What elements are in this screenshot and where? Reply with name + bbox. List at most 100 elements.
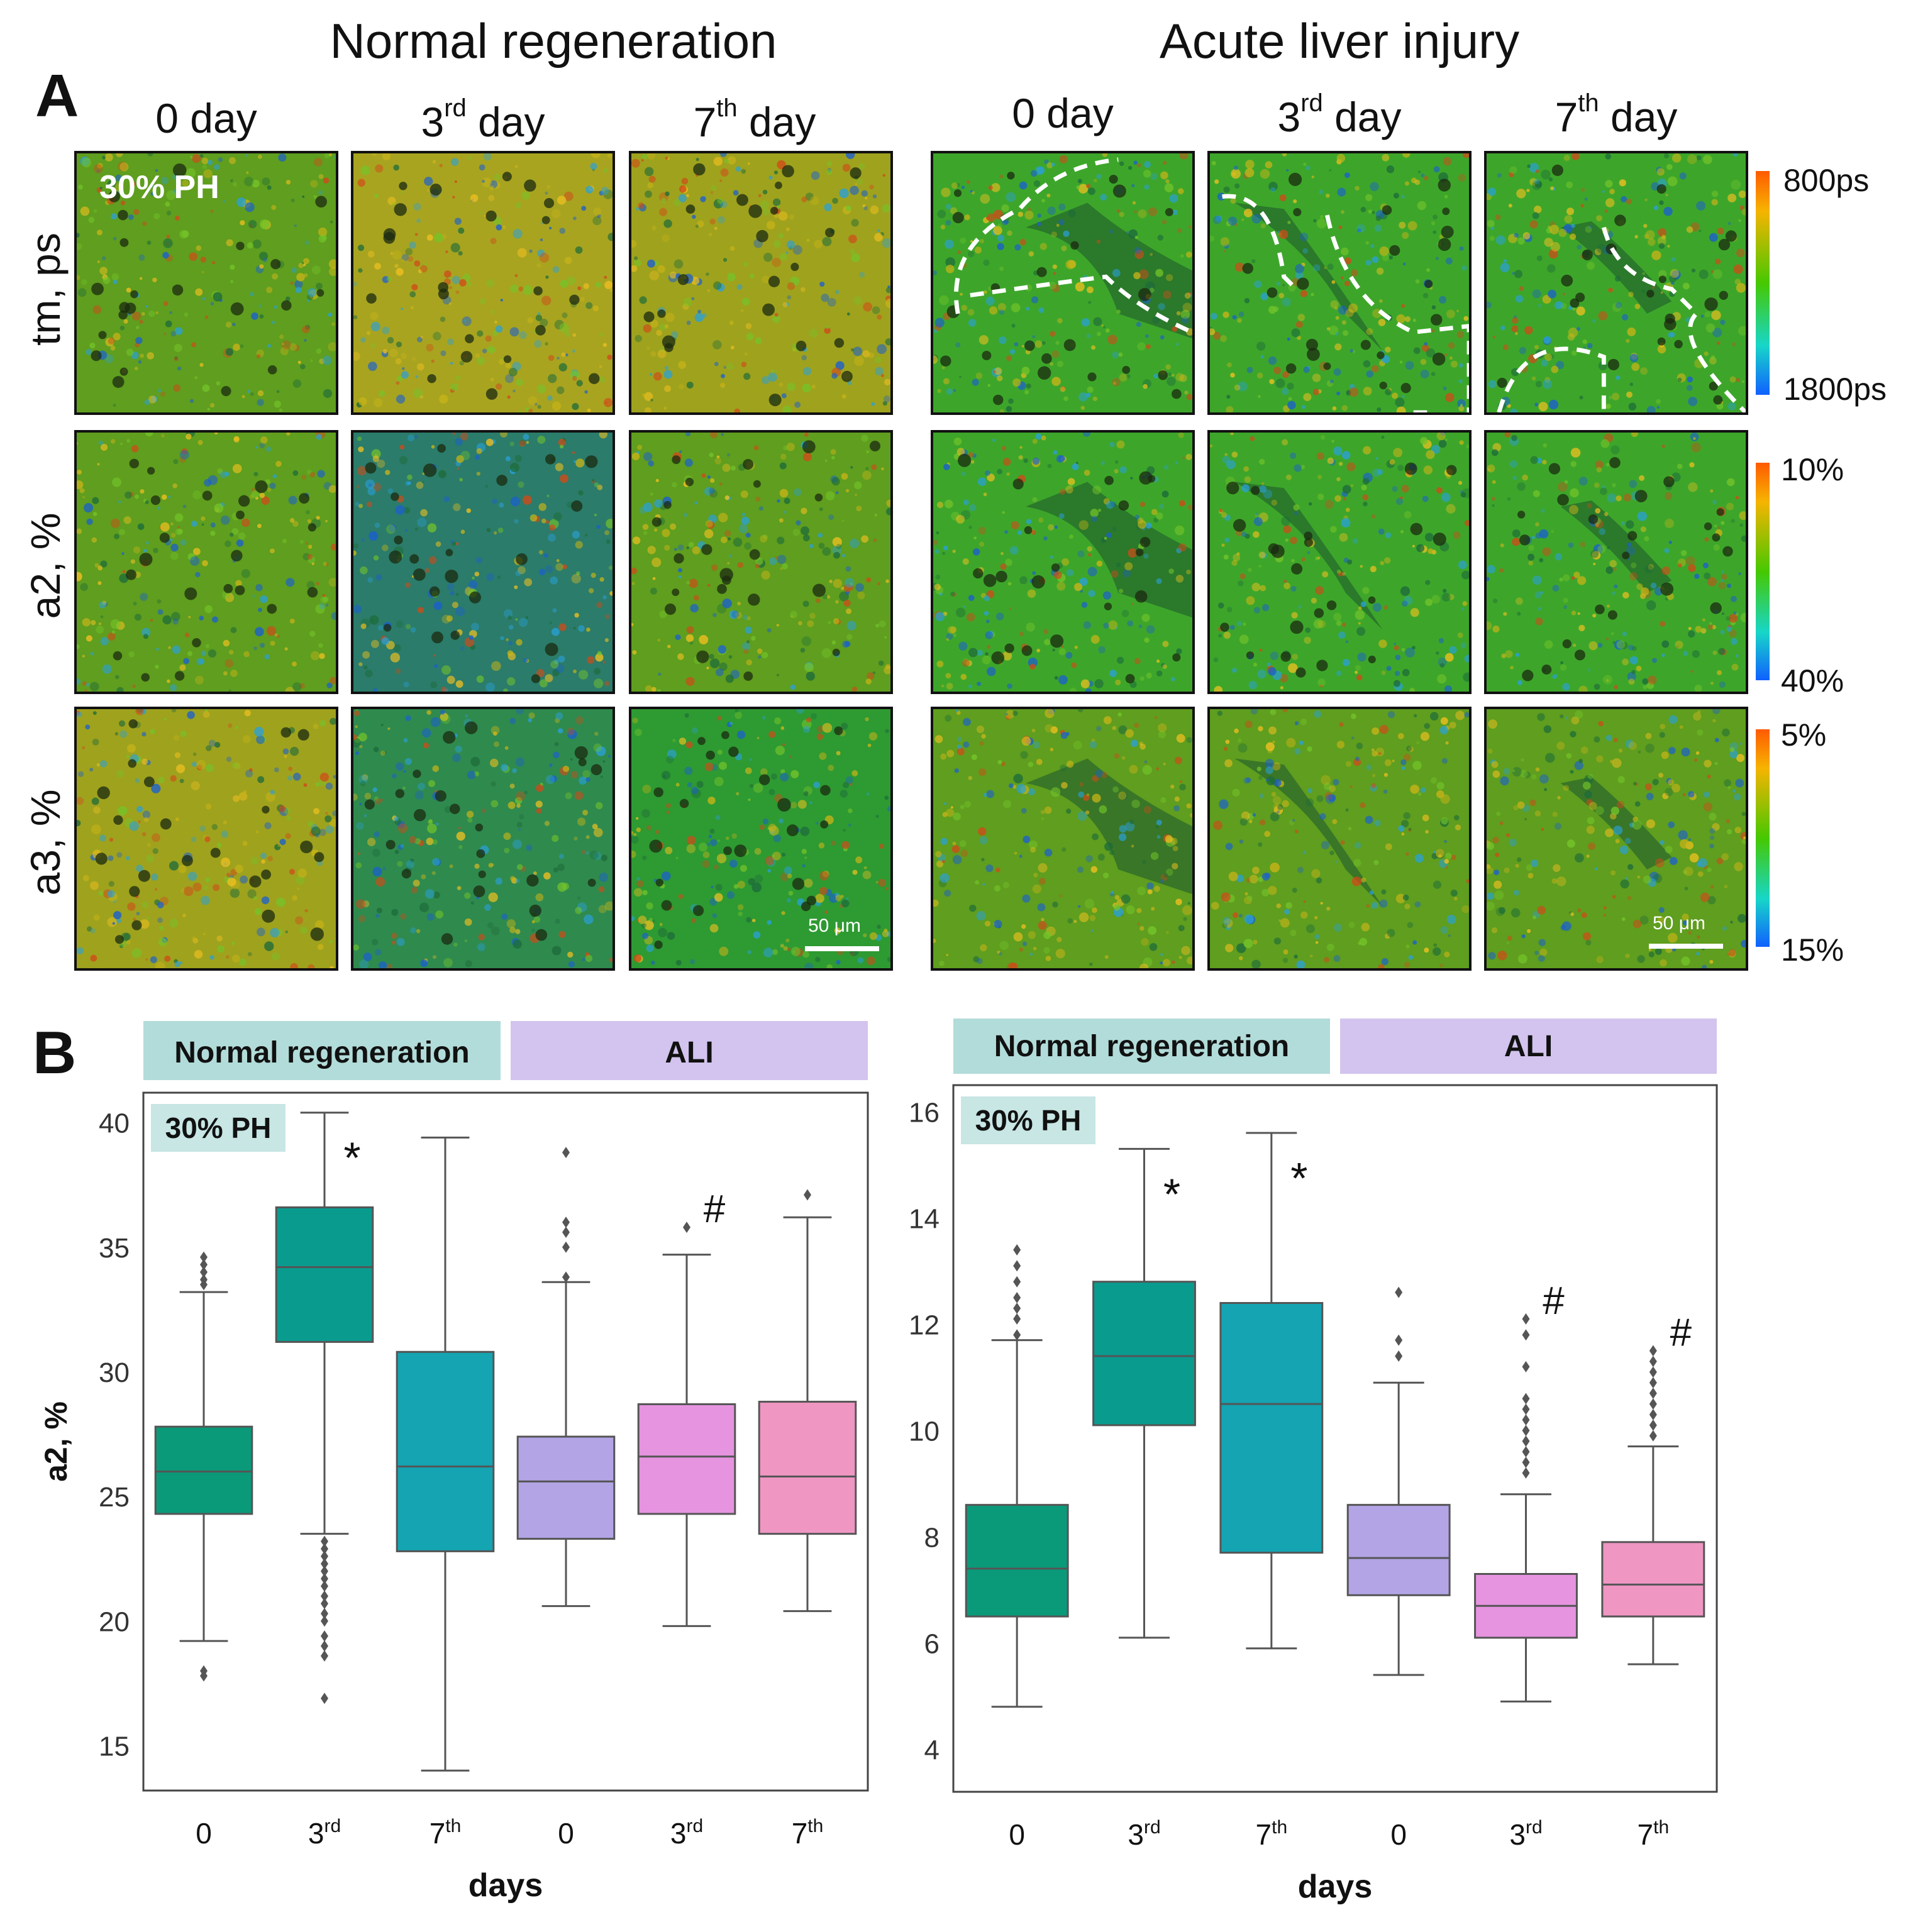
a3-badge: 30% PH <box>975 1104 1082 1137</box>
a3-ytick-10: 10 <box>909 1416 940 1447</box>
microscopy-tile-r2-c5 <box>1484 707 1748 971</box>
day-text: 0 day <box>1012 90 1114 136</box>
a2-xtick-base-2: 7 <box>430 1817 446 1850</box>
colorbar-tm-bottom: 1800ps <box>1783 372 1887 407</box>
a3-annotation-1: * <box>1163 1169 1180 1218</box>
a2-xtick-2: 7th <box>430 1816 462 1850</box>
a3-box-3 <box>1346 1504 1451 1596</box>
scale-bar-normal <box>805 946 879 951</box>
a2-xtick-sup-5: th <box>807 1816 823 1836</box>
a2-flier-1-7 <box>321 1590 328 1602</box>
a2-flier-1-13 <box>321 1543 328 1555</box>
a2-xtick-sup-1: rd <box>324 1816 341 1836</box>
a3-flier-5-5 <box>1649 1377 1657 1389</box>
a2-box-1 <box>275 1206 374 1343</box>
a2-box-4 <box>637 1403 736 1515</box>
microscopy-tile-r1-c4 <box>1207 430 1472 694</box>
a2-flier-0-1 <box>200 1670 208 1682</box>
a3-xtick-sup-5: th <box>1653 1817 1669 1838</box>
microscopy-tile-r2-c4 <box>1207 707 1472 971</box>
a3-flier-4-7 <box>1522 1393 1530 1405</box>
a2-flier-1-11 <box>321 1558 328 1570</box>
a3-xtick-sup-1: rd <box>1144 1817 1161 1838</box>
day-rest: day <box>737 99 816 145</box>
a2-flier-1-0 <box>321 1692 328 1704</box>
a3-header-ali-bg <box>1340 1018 1717 1074</box>
a3-badge-bg <box>961 1096 1095 1144</box>
a3-xtick-base-3: 0 <box>1390 1818 1407 1851</box>
a3-flier-0-2 <box>1013 1302 1021 1314</box>
a2-flier-5-0 <box>804 1189 811 1201</box>
a2-flier-3-4 <box>562 1147 570 1159</box>
day-label-normal-0: 0 day <box>99 94 313 142</box>
a3-header-ali: ALI <box>1504 1030 1553 1063</box>
a3-flier-5-8 <box>1649 1345 1657 1357</box>
a2-annotation-1: * <box>343 1134 360 1183</box>
a3-ytick-14: 14 <box>909 1203 940 1234</box>
row-label-a3: a3, % <box>22 789 69 896</box>
a3-flier-0-3 <box>1013 1292 1021 1304</box>
a3-annotation-5: # <box>1670 1311 1692 1355</box>
acute-liver-injury-title: Acute liver injury <box>1159 13 1520 69</box>
a3-flier-4-6 <box>1522 1403 1530 1415</box>
day-num: 3 <box>1277 94 1301 140</box>
panel-a-letter: A <box>35 62 79 130</box>
a2-ytick-35: 35 <box>99 1233 130 1264</box>
a3-flier-5-6 <box>1649 1366 1657 1378</box>
a2-plot-frame <box>142 1091 869 1792</box>
microscopy-tile-r0-c1 <box>351 151 615 415</box>
a2-flier-1-3 <box>321 1630 328 1642</box>
a3-annotation-2: * <box>1290 1154 1307 1203</box>
a3-ytick-4: 4 <box>924 1735 940 1765</box>
a3-annotation-4: # <box>1543 1279 1565 1323</box>
a3-flier-5-0 <box>1649 1430 1657 1442</box>
a3-ytick-8: 8 <box>924 1522 940 1553</box>
a2-flier-1-12 <box>321 1550 328 1562</box>
a2-flier-1-1 <box>321 1650 328 1662</box>
a3-ytick-6: 6 <box>924 1628 940 1659</box>
scale-bar-label-ali: 50 μm <box>1653 913 1705 934</box>
a3-flier-5-2 <box>1649 1408 1657 1420</box>
microscopy-tile-r0-c5 <box>1484 151 1748 415</box>
a2-xtick-5: 7th <box>792 1816 824 1850</box>
a2-header-normal-bg <box>143 1021 501 1080</box>
a2-xtick-3: 0 <box>558 1817 574 1850</box>
a2-xtick-0: 0 <box>196 1817 212 1850</box>
a3-xtick-sup-2: th <box>1272 1817 1287 1838</box>
a3-ytick-12: 12 <box>909 1310 940 1340</box>
normal-regeneration-title: Normal regeneration <box>330 13 777 69</box>
a2-flier-3-3 <box>562 1217 570 1228</box>
a2-box-5 <box>758 1401 857 1535</box>
a2-header-normal: Normal regeneration <box>174 1036 469 1069</box>
a2-flier-1-14 <box>321 1535 328 1547</box>
a3-flier-0-4 <box>1013 1276 1021 1288</box>
a3-header-normal-bg <box>953 1018 1330 1074</box>
microscopy-tile-r1-c3 <box>931 430 1195 694</box>
a3-flier-0-1 <box>1013 1313 1021 1325</box>
a2-xtick-base-4: 3 <box>670 1817 687 1850</box>
microscopy-tile-r0-c0 <box>74 151 338 415</box>
a2-xtick-base-1: 3 <box>308 1817 324 1850</box>
a2-flier-1-10 <box>321 1565 328 1577</box>
microscopy-tile-r0-c2 <box>629 151 893 415</box>
a2-flier-0-4 <box>200 1266 208 1278</box>
a2-ytick-25: 25 <box>99 1482 130 1513</box>
a3-flier-0-5 <box>1013 1260 1021 1272</box>
a3-flier-0-0 <box>1013 1329 1021 1341</box>
a3-flier-5-7 <box>1649 1355 1657 1367</box>
panel-b-letter: B <box>33 1019 77 1086</box>
a2-flier-4-0 <box>683 1222 690 1234</box>
a2-flier-3-1 <box>562 1241 570 1253</box>
a3-flier-3-2 <box>1395 1286 1403 1298</box>
a2-ylabel: a2, % <box>38 1401 74 1482</box>
day-label-ali-7th: 7th day <box>1509 89 1723 141</box>
a2-badge: 30% PH <box>165 1112 272 1144</box>
a3-flier-4-9 <box>1522 1329 1530 1341</box>
a3-xtick-sup-4: rd <box>1526 1817 1543 1838</box>
day-text: 0 day <box>155 95 257 141</box>
a2-xtick-base-3: 0 <box>558 1817 574 1850</box>
a2-badge-bg <box>151 1104 285 1152</box>
a2-flier-3-0 <box>562 1271 570 1283</box>
a3-flier-4-2 <box>1522 1446 1530 1458</box>
